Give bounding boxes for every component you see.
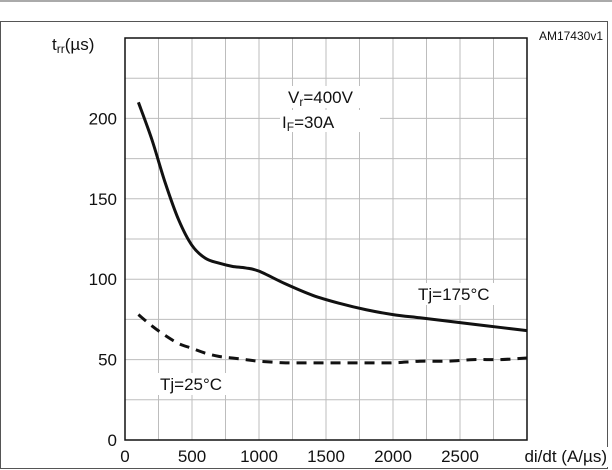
x-tick-labels: 0 500 1000 1500 2000 2500 <box>120 447 479 466</box>
annot-bg-175 <box>415 283 510 305</box>
y-axis-label: trr(µs) <box>52 35 94 56</box>
x-tick-label: 2000 <box>374 447 412 466</box>
annotation-if: IF=30A <box>282 113 335 134</box>
annotation-if-sub: F <box>287 120 294 134</box>
x-axis-label-bg <box>490 447 608 467</box>
annotation-vr-value: =400V <box>303 88 353 107</box>
series-layer <box>136 101 528 365</box>
y-tick-label: 100 <box>89 270 117 289</box>
y-axis-label-main: t <box>52 35 57 54</box>
annot-bg-25 <box>158 373 243 395</box>
figure-ref-id: AM17430v1 <box>539 29 603 43</box>
x-tick-label: 500 <box>178 447 206 466</box>
annotation-vr-sub: r <box>299 95 303 109</box>
x-axis-label: di/dt (A/µs) <box>524 447 607 466</box>
x-tick-label: 0 <box>120 447 129 466</box>
y-tick-label: 200 <box>89 109 117 128</box>
y-tick-label: 150 <box>89 190 117 209</box>
x-tick-label: 1500 <box>307 447 345 466</box>
annotation-if-main: I <box>282 113 287 132</box>
x-tick-label: 1000 <box>240 447 278 466</box>
y-axis-label-sub: rr <box>57 42 65 56</box>
y-tick-labels: 0 50 100 150 200 <box>89 109 117 450</box>
y-tick-label: 50 <box>98 351 117 370</box>
y-axis-label-unit: (µs) <box>65 35 95 54</box>
annotation-tj-25: Tj=25°C <box>160 375 222 394</box>
annotation-vr: Vr=400V <box>288 88 354 109</box>
y-tick-label: 0 <box>108 431 117 450</box>
series-line-tj-175 <box>136 101 528 333</box>
annotation-if-value: =30A <box>294 113 335 132</box>
annotation-tj-175: Tj=175°C <box>418 285 490 304</box>
annot-bg-if <box>280 110 380 132</box>
annotation-vr-main: V <box>288 88 300 107</box>
plot-border <box>124 37 528 441</box>
x-tick-label: 2500 <box>441 447 479 466</box>
annot-bg-vr <box>285 86 385 108</box>
series-line-tj-25 <box>137 313 528 365</box>
